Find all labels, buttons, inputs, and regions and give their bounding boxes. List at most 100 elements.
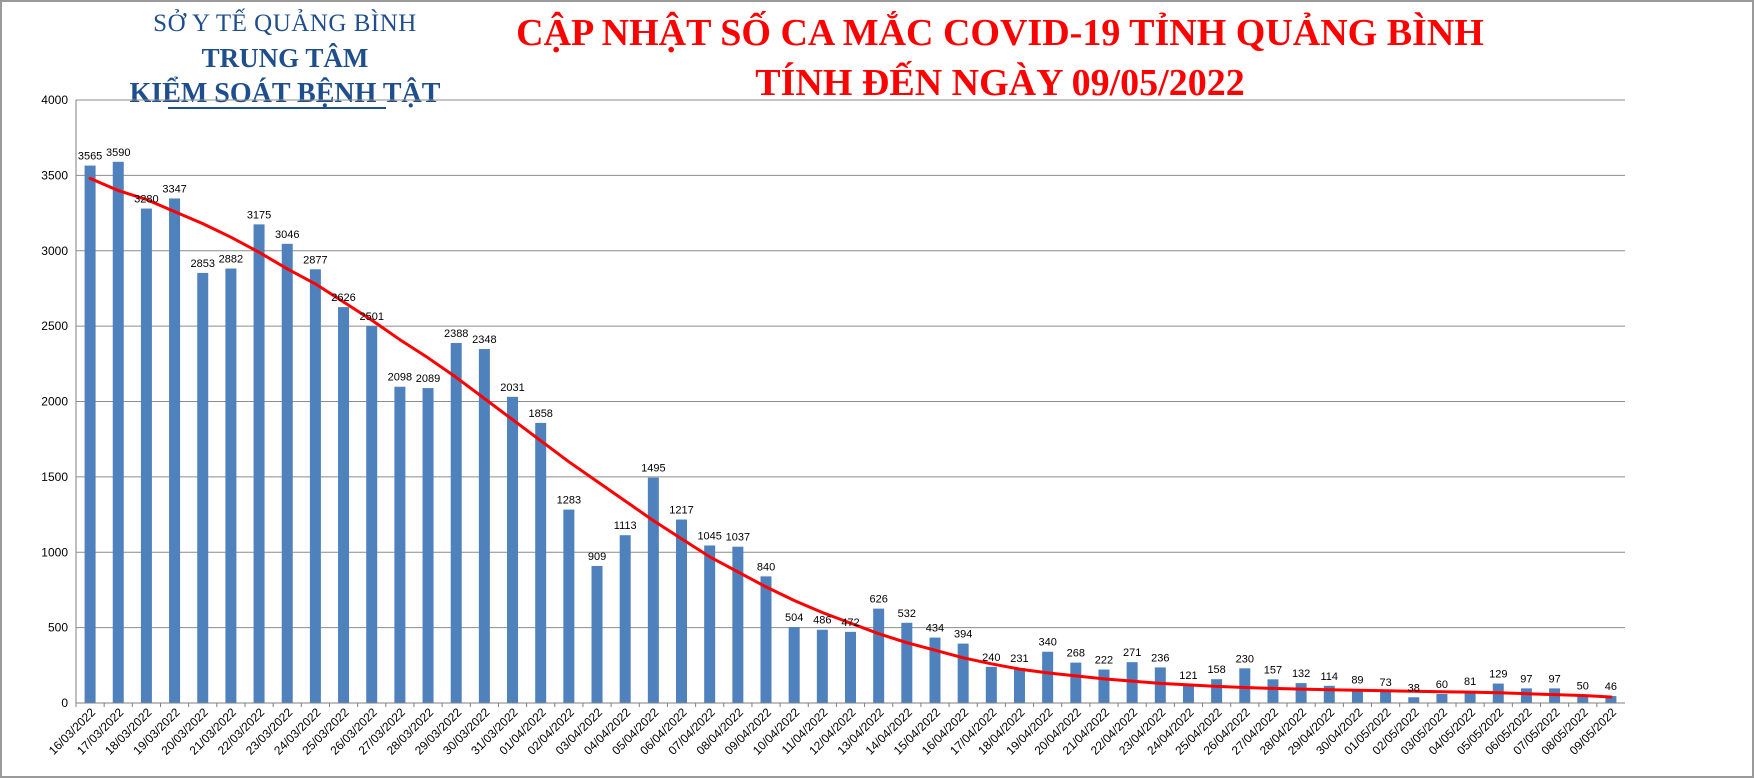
bar: [1070, 662, 1082, 703]
organization-block: SỞ Y TẾ QUẢNG BÌNH TRUNG TÂM KIỂM SOÁT B…: [95, 6, 475, 111]
axes: 0500100015002000250030003500400016/03/20…: [41, 93, 1625, 758]
trendline: [88, 176, 1613, 699]
data-label: 157: [1264, 664, 1282, 676]
data-label: 3280: [134, 194, 158, 206]
data-label: 271: [1123, 647, 1141, 659]
data-label: 1037: [726, 532, 750, 544]
bar: [591, 565, 603, 703]
data-label: 2626: [331, 292, 355, 304]
data-label: 3590: [106, 147, 130, 159]
data-label: 46: [1605, 681, 1617, 693]
data-label: 121: [1179, 670, 1197, 682]
data-label: 2388: [444, 328, 468, 340]
bar: [1295, 683, 1307, 703]
bar: [816, 629, 828, 703]
y-tick-label: 2500: [41, 319, 68, 333]
data-label: 97: [1520, 673, 1532, 685]
y-tick-label: 3000: [41, 244, 68, 258]
bar: [1267, 679, 1279, 703]
chart-title-block: CẬP NHẬT SỐ CA MẮC COVID-19 TỈNH QUẢNG B…: [470, 8, 1530, 108]
data-label: 2031: [500, 382, 524, 394]
data-label: 2853: [190, 258, 214, 270]
bar: [1154, 667, 1166, 703]
bar: [422, 388, 434, 703]
data-label: 626: [869, 594, 887, 606]
data-label: 73: [1379, 677, 1391, 689]
bar: [1098, 669, 1110, 703]
data-labels: 3565 3590 3280 3347 2853 2882 3175 3046 2877 2626…: [78, 147, 1617, 694]
bars: [84, 161, 1617, 704]
org-line-3: KIỂM SOÁT BỆNH TẬT: [129, 78, 441, 109]
bar: [1605, 696, 1617, 703]
data-label: 1858: [528, 408, 552, 420]
bar: [478, 349, 490, 703]
data-label: 3175: [247, 209, 271, 221]
data-label: 504: [785, 612, 803, 624]
data-label: 2501: [359, 311, 383, 323]
y-tick-label: 1000: [41, 545, 68, 559]
data-label: 3046: [275, 229, 299, 241]
bar: [1323, 685, 1335, 703]
bar: [1520, 688, 1532, 703]
bar: [281, 243, 293, 704]
data-label: 114: [1321, 671, 1339, 683]
bar: [84, 165, 96, 704]
trendline-path: [88, 176, 1613, 699]
data-label: 1283: [557, 495, 581, 507]
data-label: 158: [1207, 664, 1225, 676]
data-label: 2348: [472, 334, 496, 346]
bar: [366, 325, 378, 703]
bar: [169, 198, 181, 703]
bar: [450, 343, 462, 703]
y-tick-label: 3500: [41, 168, 68, 182]
data-label: 2098: [388, 372, 412, 384]
data-label: 3347: [162, 183, 186, 195]
data-label: 434: [926, 623, 944, 635]
bar: [873, 608, 885, 703]
data-label: 240: [982, 652, 1000, 664]
bar: [676, 519, 688, 703]
data-label: 97: [1548, 673, 1560, 685]
bar: [140, 208, 152, 704]
data-label: 486: [813, 615, 831, 627]
bar: [1380, 691, 1392, 703]
bar: [1351, 689, 1363, 703]
data-label: 1045: [697, 530, 721, 542]
bar: [704, 545, 716, 703]
y-tick-label: 1500: [41, 470, 68, 484]
data-label: 268: [1067, 648, 1085, 660]
data-label: 236: [1151, 652, 1169, 664]
bar: [112, 161, 124, 703]
bar: [788, 627, 800, 703]
bar: [225, 268, 237, 703]
y-tick-label: 0: [61, 696, 68, 710]
bar: [1042, 651, 1054, 703]
gridlines: [76, 99, 1625, 629]
bar: [1182, 684, 1194, 703]
data-label: 394: [954, 629, 972, 641]
data-label: 2877: [303, 254, 327, 266]
bar: [901, 622, 913, 703]
org-line-1: SỞ Y TẾ QUẢNG BÌNH: [153, 10, 417, 37]
data-label: 38: [1408, 682, 1420, 694]
bar: [760, 576, 772, 703]
data-label: 3565: [78, 151, 102, 163]
bar: [309, 269, 321, 703]
bar: [957, 643, 969, 703]
data-label: 81: [1464, 676, 1476, 688]
data-label: 472: [841, 617, 859, 629]
bar: [1464, 690, 1476, 703]
data-label: 2882: [219, 254, 243, 266]
data-label: 231: [1010, 653, 1028, 665]
data-label: 2089: [416, 373, 440, 385]
chart-title: CẬP NHẬT SỐ CA MẮC COVID-19 TỈNH QUẢNG B…: [516, 12, 1484, 54]
data-label: 340: [1038, 637, 1056, 649]
data-label: 230: [1236, 653, 1254, 665]
data-label: 132: [1292, 668, 1310, 680]
org-line-2: TRUNG TÂM: [201, 43, 369, 73]
bar: [338, 307, 350, 703]
data-label: 222: [1095, 655, 1113, 667]
chart-subtitle: TÍNH ĐẾN NGÀY 09/05/2022: [755, 62, 1245, 104]
bar: [535, 422, 547, 703]
